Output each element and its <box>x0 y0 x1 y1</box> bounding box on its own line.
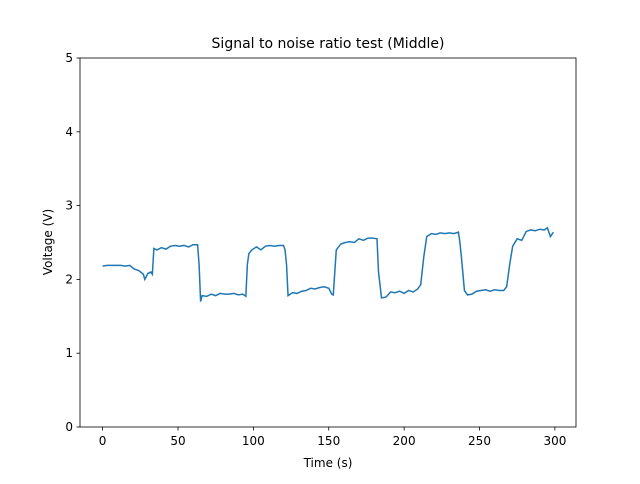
y-tick-label: 4 <box>65 125 73 139</box>
x-tick-label: 50 <box>170 434 185 448</box>
y-tick-label: 0 <box>65 420 73 434</box>
chart-title: Signal to noise ratio test (Middle) <box>212 36 445 52</box>
x-tick-label: 250 <box>468 434 491 448</box>
x-tick-label: 200 <box>393 434 416 448</box>
x-axis-label: Time (s) <box>303 456 353 470</box>
y-tick-label: 2 <box>65 272 73 286</box>
y-axis-label: Voltage (V) <box>41 209 55 275</box>
x-tick-label: 100 <box>242 434 265 448</box>
y-tick-label: 5 <box>65 51 73 65</box>
data-line <box>102 226 555 302</box>
y-tick-label: 3 <box>65 199 73 213</box>
y-tick-label: 1 <box>65 346 73 360</box>
x-tick-label: 300 <box>543 434 566 448</box>
x-tick-label: 0 <box>99 434 107 448</box>
plot-frame <box>79 57 577 428</box>
x-tick-label: 150 <box>317 434 340 448</box>
